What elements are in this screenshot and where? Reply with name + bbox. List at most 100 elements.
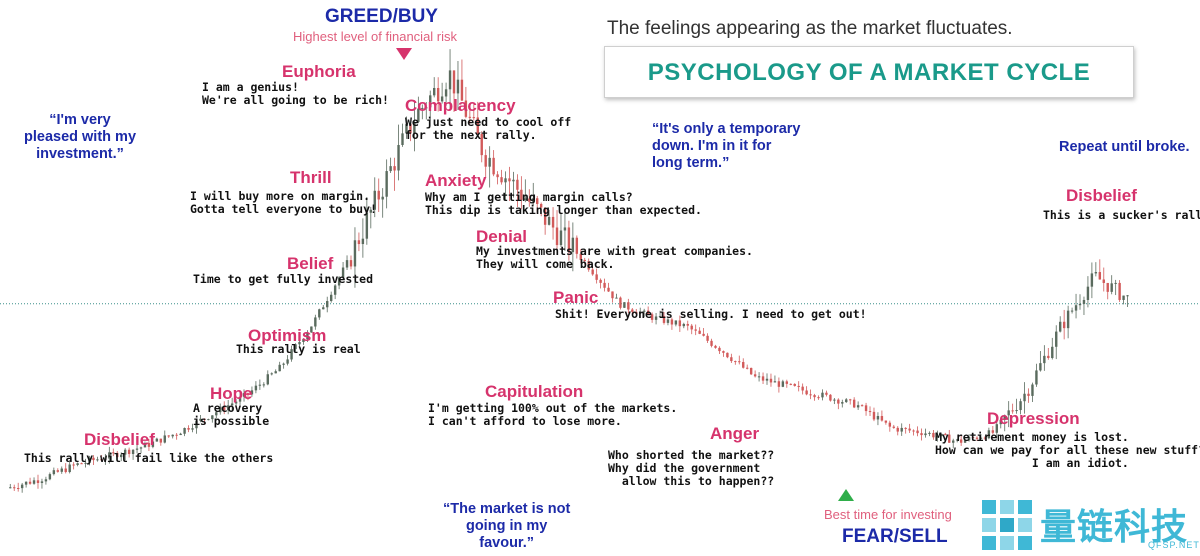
candle-body [845, 399, 848, 403]
candle-body [571, 237, 575, 253]
candle-body [1102, 279, 1105, 283]
candle-body [298, 341, 301, 345]
candle-body [718, 347, 721, 352]
candle-body [959, 439, 963, 443]
stage-disbelief-note: This rally will fail like the others [24, 451, 274, 465]
candle-body [678, 320, 682, 327]
candle-body [456, 79, 460, 94]
candle-body [694, 329, 697, 331]
candle-body [555, 227, 559, 246]
candle-body [1047, 355, 1050, 359]
candle-body [888, 422, 892, 427]
candle-body [357, 240, 361, 245]
candle-body [797, 385, 800, 387]
stage-anxiety-note: Why am I getting margin calls? This dip … [425, 190, 702, 217]
candle-body [310, 326, 313, 333]
candle-body [1082, 299, 1086, 304]
candle-body [1122, 295, 1125, 300]
candle-body [837, 399, 840, 404]
candle-body [833, 399, 836, 401]
candle-body [912, 430, 915, 432]
candle-body [579, 253, 582, 260]
candle-body [1118, 282, 1121, 300]
candle-body [991, 430, 995, 433]
candle-body [230, 403, 234, 406]
candle-body [48, 474, 52, 480]
candle-body [1019, 401, 1022, 411]
candle-body [116, 452, 119, 458]
stage-depression-note: My retirement money is lost. How can we … [935, 430, 1200, 470]
candle-body [916, 430, 919, 434]
candle-body [904, 427, 907, 429]
candle-body [432, 87, 436, 96]
candle-body [349, 260, 353, 267]
candle-body [329, 294, 333, 302]
candle-body [28, 481, 32, 484]
bottom-marker-icon [837, 489, 854, 501]
candle-body [179, 433, 182, 436]
candle-body [785, 381, 789, 384]
stage-disbelief-2-note: This is a sucker's rally. [1043, 208, 1200, 222]
candle-body [381, 196, 384, 200]
candle-body [270, 373, 273, 375]
candle-body [536, 198, 539, 204]
candle-body [24, 481, 28, 485]
candle-body [32, 480, 36, 484]
stage-disbelief-2-label: Disbelief [1066, 186, 1137, 205]
candle-body [436, 87, 440, 102]
candle-body [195, 420, 198, 429]
candle-body [139, 447, 143, 449]
quote-repeat: Repeat until broke. [1059, 139, 1190, 155]
candle-body [444, 89, 448, 97]
candle-body [944, 433, 947, 435]
candle-body [108, 452, 111, 459]
candle-body [627, 302, 630, 310]
candle-body [1094, 272, 1098, 274]
candle-body [543, 207, 547, 225]
candle-body [373, 190, 376, 210]
candle-body [96, 459, 99, 461]
candle-body [646, 310, 650, 315]
candle-body [1027, 393, 1030, 396]
candle-body [187, 428, 190, 430]
candle-body [183, 428, 186, 434]
stage-denial-note: My investments are with great companies.… [476, 244, 753, 271]
candle-body [856, 405, 860, 408]
candle-body [765, 378, 769, 381]
stage-thrill-label: Thrill [290, 168, 332, 187]
candle-body [417, 108, 420, 122]
candle-body [948, 434, 951, 443]
candle-body [714, 345, 717, 348]
candle-body [761, 376, 765, 381]
candle-body [326, 301, 329, 308]
candle-body [199, 418, 202, 421]
candle-body [1023, 393, 1026, 402]
candle-body [409, 124, 412, 134]
quote-pleased: “I'm very pleased with my investment.” [24, 112, 137, 162]
candle-body [674, 320, 678, 325]
candle-body [159, 438, 163, 443]
candle-body [92, 457, 95, 461]
candle-body [345, 260, 349, 268]
candle-body [1114, 282, 1117, 284]
brand-url: QFSP.NET [1148, 540, 1200, 550]
candle-body [611, 291, 614, 299]
candle-body [1098, 272, 1102, 280]
candle-body [809, 394, 812, 396]
candle-body [211, 415, 214, 420]
quote-not-favour: “The market is not going in my favour.” [443, 501, 571, 551]
candle-body [971, 437, 975, 439]
candle-body [900, 427, 903, 432]
candle-body [282, 363, 285, 365]
candle-body [421, 107, 424, 109]
candle-body [745, 367, 749, 369]
candle-body [500, 177, 503, 183]
candle-body [369, 209, 373, 213]
candle-body [266, 374, 269, 385]
candle-body [532, 198, 535, 202]
candle-body [397, 144, 400, 171]
candle-body [690, 325, 693, 330]
candle-body [389, 166, 392, 172]
highest-risk-label: Highest level of financial risk [293, 29, 458, 44]
